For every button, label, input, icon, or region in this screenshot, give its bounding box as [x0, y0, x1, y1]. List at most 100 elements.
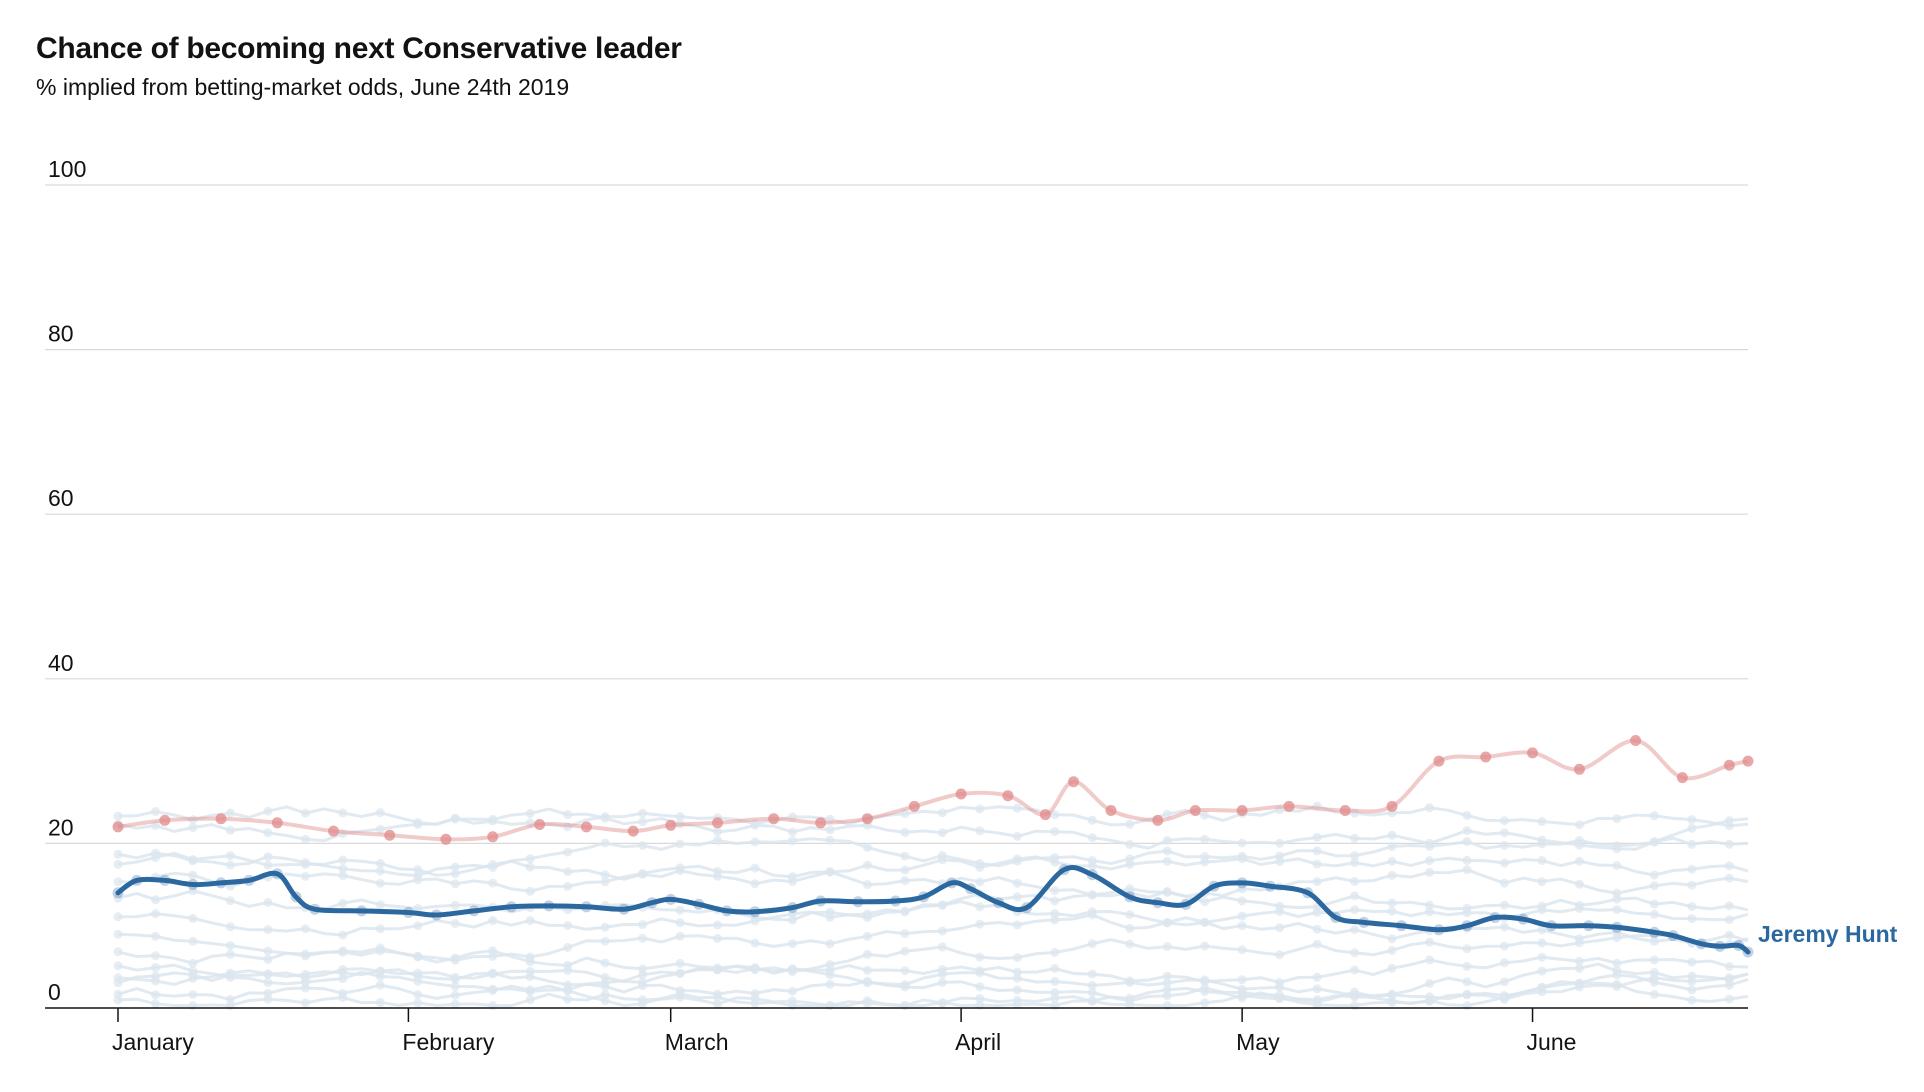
background-point: [600, 978, 610, 988]
background-point: [1612, 861, 1622, 870]
background-point: [1425, 907, 1434, 917]
background-point: [862, 842, 872, 852]
background-point: [1312, 832, 1322, 842]
background-point: [1050, 853, 1060, 863]
background-point: [1350, 948, 1360, 958]
leader-point: [861, 813, 873, 825]
background-point: [450, 955, 460, 965]
background-point: [525, 966, 535, 976]
background-point: [1125, 854, 1135, 864]
leader-point: [1630, 735, 1642, 746]
background-point: [375, 808, 385, 818]
background-point: [1462, 944, 1472, 954]
background-point: [151, 909, 160, 919]
background-point: [1425, 955, 1434, 965]
background-point: [638, 817, 648, 827]
background-point: [1462, 826, 1472, 836]
background-point: [1649, 870, 1659, 880]
background-point: [638, 977, 648, 987]
background-point: [338, 988, 348, 998]
background-point: [1162, 856, 1172, 866]
background-point: [600, 812, 610, 822]
background-point: [1087, 815, 1097, 825]
y-tick-label-40: 40: [48, 650, 74, 676]
background-point: [675, 918, 685, 928]
background-point: [1574, 963, 1584, 973]
x-axis: January February March April May June: [45, 1007, 1748, 1055]
background-point: [525, 818, 535, 828]
background-point: [1237, 911, 1247, 921]
background-point: [1050, 827, 1060, 837]
background-point: [975, 877, 985, 887]
leader-point: [955, 788, 967, 800]
background-point: [1425, 803, 1434, 813]
background-point: [1687, 880, 1697, 890]
background-point: [1612, 966, 1622, 976]
background-point: [1499, 840, 1509, 850]
background-point: [1649, 989, 1659, 999]
background-point: [1724, 915, 1734, 925]
background-point: [1087, 980, 1097, 990]
background-point: [713, 934, 722, 943]
background-point: [862, 949, 872, 959]
background-point: [1537, 952, 1547, 962]
background-point: [525, 862, 535, 872]
background-point: [1012, 985, 1022, 995]
background-point: [638, 841, 648, 850]
background-point: [1724, 994, 1734, 1004]
background-point: [713, 920, 722, 930]
background-point: [638, 808, 648, 818]
background-point: [1537, 938, 1547, 948]
background-point: [1275, 923, 1285, 933]
background-point: [263, 828, 273, 838]
background-point: [1687, 823, 1697, 833]
background-point: [1499, 816, 1509, 826]
background-point: [937, 900, 947, 910]
background-point: [937, 808, 947, 818]
background-point: [1275, 950, 1285, 960]
background-point: [1387, 856, 1397, 866]
background-point: [1499, 922, 1509, 932]
background-point: [300, 998, 310, 1008]
background-point: [225, 808, 235, 818]
background-point: [413, 968, 423, 978]
background-point: [488, 969, 498, 979]
background-point: [1050, 810, 1060, 820]
leader-point: [908, 800, 920, 812]
background-point: [788, 836, 797, 846]
background-point: [113, 947, 123, 957]
leader-point: [440, 833, 452, 845]
background-point: [1275, 901, 1285, 911]
background-point: [1350, 808, 1360, 818]
background-series-line-1: [117, 981, 1749, 1008]
chart-title: Chance of becoming next Conservative lea…: [36, 32, 682, 65]
background-point: [1237, 921, 1247, 931]
background-point: [525, 854, 535, 864]
background-point: [1537, 966, 1547, 976]
background-point: [900, 907, 910, 917]
leader-point: [1339, 805, 1351, 816]
background-point: [300, 924, 310, 934]
leader-point: [1723, 759, 1735, 771]
background-point: [1050, 886, 1060, 895]
background-point: [1237, 975, 1247, 985]
background-point: [1537, 877, 1547, 887]
background-point: [1612, 888, 1622, 898]
background-point: [1312, 877, 1322, 887]
background-point: [713, 963, 722, 973]
background-point: [1050, 988, 1060, 997]
background-point: [1499, 941, 1509, 951]
background-point: [563, 881, 573, 891]
background-point: [1687, 957, 1697, 967]
background-point: [1087, 833, 1097, 843]
background-point: [413, 871, 423, 881]
background-point: [1387, 830, 1397, 840]
background-point: [1125, 976, 1135, 986]
background-point: [1125, 839, 1135, 849]
background-point: [1050, 915, 1060, 925]
background-point: [825, 907, 835, 917]
background-point: [1312, 924, 1322, 934]
leader-point: [580, 821, 592, 833]
background-point: [1012, 878, 1022, 888]
